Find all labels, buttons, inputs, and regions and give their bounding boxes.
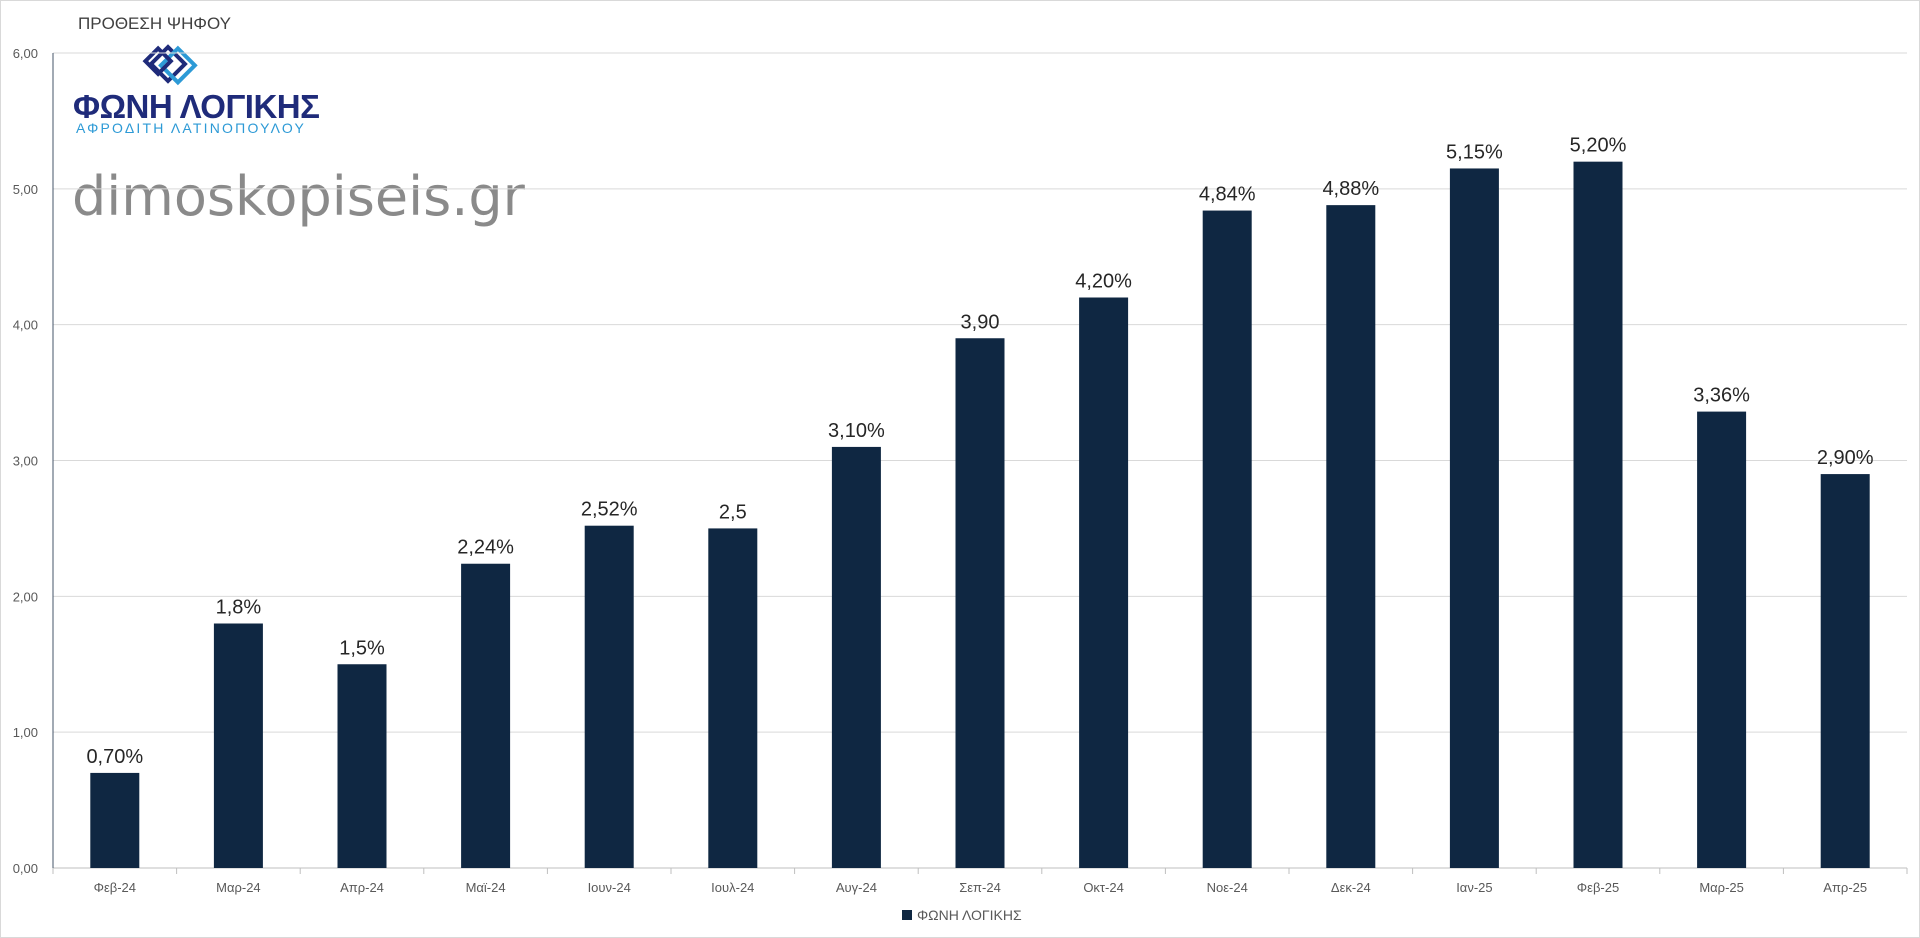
x-tick-label: Μαϊ-24 <box>466 880 506 895</box>
x-tick-label: Ιουν-24 <box>588 880 631 895</box>
watermark: dimoskopiseis.gr <box>72 165 525 228</box>
data-label: 4,88% <box>1322 178 1379 200</box>
logo-name: ΦΩΝΗ ΛΟΓΙΚΗΣ <box>73 88 320 125</box>
data-label: 4,20% <box>1075 271 1132 293</box>
logo-mark-icon <box>142 44 198 86</box>
bar <box>708 528 758 868</box>
x-tick-label: Μαρ-24 <box>216 880 261 895</box>
bar <box>90 772 140 868</box>
bar <box>955 338 1005 868</box>
y-tick-label: 5,00 <box>13 182 38 197</box>
x-tick-label: Μαρ-25 <box>1699 880 1744 895</box>
bar <box>1573 161 1623 868</box>
y-tick-label: 2,00 <box>13 589 38 604</box>
x-tick-label: Φεβ-25 <box>1577 880 1619 895</box>
data-label: 2,5 <box>719 501 747 523</box>
x-tick-label: Ιουλ-24 <box>711 880 754 895</box>
legend-swatch <box>902 910 912 920</box>
data-label: 3,36% <box>1693 385 1750 407</box>
bar <box>213 623 263 868</box>
bar <box>1326 205 1376 869</box>
bar <box>1202 210 1252 869</box>
y-tick-label: 4,00 <box>13 318 38 333</box>
x-tick-label: Απρ-25 <box>1823 880 1867 895</box>
y-tick-label: 0,00 <box>13 861 38 876</box>
x-tick-label: Δεκ-24 <box>1331 880 1371 895</box>
legend: ΦΩΝΗ ΛΟΓΙΚΗΣ <box>902 907 1022 923</box>
bar <box>461 563 511 868</box>
x-tick-label: Νοε-24 <box>1207 880 1248 895</box>
data-label: 3,90 <box>961 311 1000 333</box>
data-label: 1,5% <box>339 637 385 659</box>
bar <box>1079 297 1129 868</box>
data-label: 5,15% <box>1446 141 1503 163</box>
bar <box>831 446 881 868</box>
chart-title: ΠΡΟΘΕΣΗ ΨΗΦΟΥ <box>78 14 231 33</box>
data-label: 3,10% <box>828 420 885 442</box>
data-label: 2,24% <box>457 537 514 559</box>
data-label: 4,84% <box>1199 184 1256 206</box>
y-tick-label: 3,00 <box>13 454 38 469</box>
logo-subtitle: ΑΦΡΟΔΙΤΗ ΛΑΤΙΝΟΠΟΥΛΟΥ <box>76 120 307 136</box>
legend-label: ΦΩΝΗ ΛΟΓΙΚΗΣ <box>917 907 1022 923</box>
x-tick-label: Σεπ-24 <box>959 880 1001 895</box>
bar <box>337 664 387 868</box>
bar <box>1449 168 1499 869</box>
x-tick-label: Φεβ-24 <box>94 880 136 895</box>
x-tick-label: Απρ-24 <box>340 880 384 895</box>
data-label: 2,52% <box>581 499 638 521</box>
bar <box>1820 474 1870 868</box>
bar <box>1697 411 1747 868</box>
data-label: 1,8% <box>216 597 262 619</box>
y-tick-label: 6,00 <box>13 46 38 61</box>
data-label: 0,70% <box>86 746 143 768</box>
y-tick-label: 1,00 <box>13 725 38 740</box>
data-label: 2,90% <box>1817 447 1874 469</box>
x-tick-label: Αυγ-24 <box>836 880 877 895</box>
bar <box>584 525 634 868</box>
data-label: 5,20% <box>1570 135 1627 157</box>
x-tick-label: Ιαν-25 <box>1456 880 1492 895</box>
x-tick-label: Οκτ-24 <box>1083 880 1124 895</box>
